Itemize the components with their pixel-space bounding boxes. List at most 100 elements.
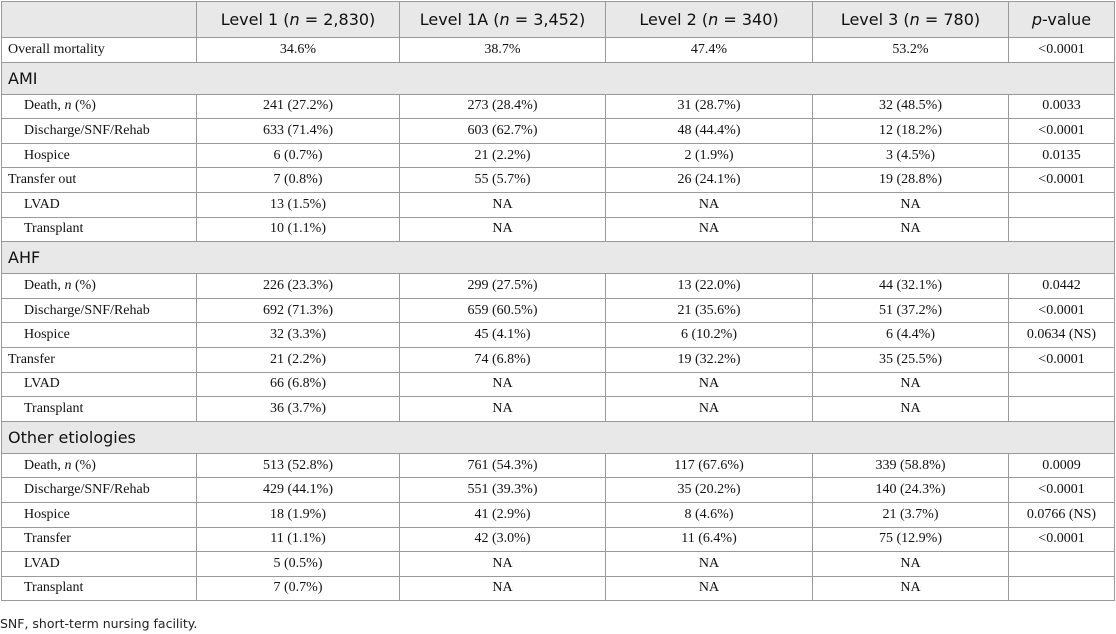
- table-cell: NA: [812, 551, 1009, 577]
- table-row: Transplant 7 (0.7%) NA NA NA: [1, 575, 1115, 602]
- row-label: Hospice: [1, 501, 197, 528]
- table-cell: 47.4%: [605, 37, 813, 63]
- section-header-row: AMI: [1, 61, 1115, 95]
- column-header-it: n: [708, 10, 719, 29]
- section-header-row: AHF: [1, 241, 1115, 275]
- table-row: LVAD 66 (6.8%) NA NA NA: [1, 371, 1115, 398]
- row-label-text: Death,: [24, 98, 65, 114]
- column-header-it: n: [289, 10, 300, 29]
- p-value-cell: [1008, 371, 1115, 398]
- column-header-pre: Level 1 (: [220, 10, 290, 29]
- table-cell: 8 (4.6%): [605, 501, 813, 528]
- p-value-cell: <0.0001: [1008, 526, 1115, 553]
- table-cell: 241 (27.2%): [196, 93, 400, 120]
- table-cell: 7 (0.8%): [196, 167, 400, 193]
- p-value-cell: <0.0001: [1008, 297, 1115, 324]
- table-cell: 117 (67.6%): [605, 452, 813, 479]
- p-value-cell: [1008, 396, 1115, 422]
- table-body: Overall mortality 34.6% 38.7% 47.4% 53.2% <0.…: [1, 37, 1115, 602]
- table-cell: 74 (6.8%): [399, 346, 606, 373]
- p-value-cell: <0.0001: [1008, 37, 1115, 63]
- table-cell: 603 (62.7%): [399, 118, 606, 144]
- row-label: Hospice: [1, 322, 197, 348]
- column-header-post: = 340): [718, 10, 779, 29]
- table-row: Transfer 21 (2.2%) 74 (6.8%) 19 (32.2%) 35 (…: [1, 346, 1115, 373]
- column-header-it: n: [909, 10, 920, 29]
- table-row: Transplant 36 (3.7%) NA NA NA: [1, 396, 1115, 422]
- row-label: Discharge/SNF/Rehab: [1, 118, 197, 144]
- table-row: LVAD 13 (1.5%) NA NA NA: [1, 191, 1115, 218]
- table-row: Death, n (%) 241 (27.2%) 273 (28.4%) 31 (28…: [1, 93, 1115, 120]
- outcomes-table: Level 1 (n = 2,830) Level 1A (n = 3,452) L…: [1, 1, 1115, 602]
- row-label-text: Overall mortality: [8, 41, 105, 57]
- table-cell: NA: [399, 191, 606, 218]
- table-cell: 51 (37.2%): [812, 297, 1009, 324]
- table-row: Hospice 32 (3.3%) 45 (4.1%) 6 (10.2%) 6 (4.4…: [1, 322, 1115, 348]
- table-cell: 66 (6.8%): [196, 371, 400, 398]
- column-header: p-value: [1008, 1, 1115, 38]
- table-cell: 633 (71.4%): [196, 118, 400, 144]
- p-value-cell: [1008, 216, 1115, 243]
- table-cell: 32 (3.3%): [196, 322, 400, 348]
- row-label: LVAD: [1, 191, 197, 218]
- table-footnote: SNF, short-term nursing facility.: [0, 616, 198, 631]
- row-label-text: Discharge/SNF/Rehab: [24, 122, 150, 138]
- section-label: AHF: [1, 241, 1115, 275]
- table-cell: 692 (71.3%): [196, 297, 400, 324]
- row-label: LVAD: [1, 371, 197, 398]
- table-cell: NA: [399, 371, 606, 398]
- table-row: Hospice 18 (1.9%) 41 (2.9%) 8 (4.6%) 21 (3.7…: [1, 501, 1115, 528]
- table-cell: NA: [812, 575, 1009, 602]
- table-cell: NA: [605, 396, 813, 422]
- row-label-text: Transplant: [24, 221, 84, 237]
- row-label-suffix: (%): [71, 457, 96, 473]
- table-cell: 6 (4.4%): [812, 322, 1009, 348]
- table-cell: 21 (2.2%): [196, 346, 400, 373]
- table-cell: 6 (10.2%): [605, 322, 813, 348]
- row-label-text: LVAD: [24, 376, 60, 392]
- table-cell: NA: [605, 551, 813, 577]
- table-cell: 21 (2.2%): [399, 142, 606, 169]
- column-header-post: = 3,452): [509, 10, 586, 29]
- row-label: Overall mortality: [1, 37, 197, 63]
- table-cell: 273 (28.4%): [399, 93, 606, 120]
- column-header: Level 2 (n = 340): [605, 1, 813, 38]
- row-label: LVAD: [1, 551, 197, 577]
- table-cell: 53.2%: [812, 37, 1009, 63]
- table-cell: NA: [399, 216, 606, 243]
- table-cell: 226 (23.3%): [196, 273, 400, 299]
- table-row: Death, n (%) 226 (23.3%) 299 (27.5%) 13 (22…: [1, 273, 1115, 299]
- table-cell: NA: [812, 216, 1009, 243]
- table-row: Discharge/SNF/Rehab 692 (71.3%) 659 (60.5%…: [1, 297, 1115, 324]
- table-row: Discharge/SNF/Rehab 633 (71.4%) 603 (62.7%…: [1, 118, 1115, 144]
- table-cell: 42 (3.0%): [399, 526, 606, 553]
- table-row: Death, n (%) 513 (52.8%) 761 (54.3%) 117 (6…: [1, 452, 1115, 479]
- row-label-text: Death,: [24, 457, 65, 473]
- column-header-post: -value: [1042, 10, 1092, 29]
- column-header-it: n: [499, 10, 510, 29]
- p-value-cell: <0.0001: [1008, 167, 1115, 193]
- row-label: Death, n (%): [1, 93, 197, 120]
- header-cell-blank: [1, 1, 197, 38]
- column-header-pre: Level 2 (: [639, 10, 709, 29]
- row-label-text: Transfer: [8, 351, 55, 367]
- table-row: Transplant 10 (1.1%) NA NA NA: [1, 216, 1115, 243]
- table-cell: 35 (25.5%): [812, 346, 1009, 373]
- table-cell: 10 (1.1%): [196, 216, 400, 243]
- row-label: Transplant: [1, 216, 197, 243]
- table-cell: 513 (52.8%): [196, 452, 400, 479]
- table-cell: 36 (3.7%): [196, 396, 400, 422]
- table-cell: 13 (1.5%): [196, 191, 400, 218]
- table-cell: 13 (22.0%): [605, 273, 813, 299]
- p-value-cell: <0.0001: [1008, 118, 1115, 144]
- p-value-cell: 0.0766 (NS): [1008, 501, 1115, 528]
- table-cell: 11 (1.1%): [196, 526, 400, 553]
- row-label: Hospice: [1, 142, 197, 169]
- section-label: AMI: [1, 61, 1115, 95]
- table-cell: 38.7%: [399, 37, 606, 63]
- p-value-cell: <0.0001: [1008, 477, 1115, 503]
- table-cell: 31 (28.7%): [605, 93, 813, 120]
- row-label: Discharge/SNF/Rehab: [1, 297, 197, 324]
- row-label-text: Transplant: [24, 580, 84, 596]
- p-value-cell: 0.0033: [1008, 93, 1115, 120]
